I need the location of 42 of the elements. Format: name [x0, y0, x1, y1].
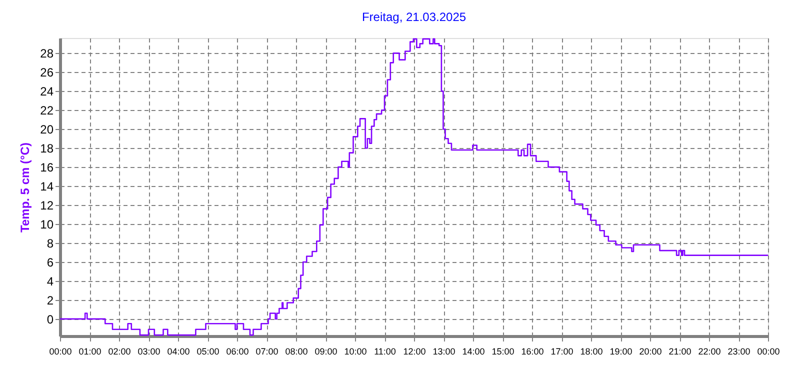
x-tick-label: 10:00	[344, 346, 367, 356]
x-tick-label: 23:00	[728, 346, 750, 356]
y-tick-label: 24	[40, 84, 54, 99]
x-tick-label: 11:00	[374, 346, 396, 356]
y-tick-label: 6	[46, 255, 54, 270]
x-tick-label: 18:00	[580, 346, 603, 356]
y-tick-label: 2	[46, 293, 54, 308]
x-tick-label: 05:00	[196, 346, 220, 356]
y-tick-label: 10	[40, 218, 54, 232]
x-tick-label: 14:00	[462, 346, 485, 356]
x-tick-label: 12:00	[403, 346, 426, 356]
y-tick-label: 28	[40, 46, 54, 61]
y-tick-label: 20	[40, 122, 54, 137]
y-tick-label: 22	[40, 104, 54, 118]
chart-title: Freitag, 21.03.2025	[362, 10, 466, 24]
x-tick-label: 19:00	[610, 346, 632, 356]
y-tick-label: 16	[40, 160, 54, 175]
x-tick-label: 22:00	[698, 346, 721, 356]
x-tick-label: 13:00	[432, 346, 456, 356]
y-tick-label: 8	[46, 236, 54, 250]
x-tick-label: 15:00	[492, 346, 514, 356]
x-tick-label: 00:00	[757, 346, 780, 356]
y-tick-label: 14	[40, 180, 54, 194]
y-axis-title: Temp. 5 cm (°C)	[18, 142, 32, 232]
x-tick-label: 07:00	[256, 346, 278, 356]
x-tick-label: 03:00	[138, 346, 160, 356]
y-tick-label: 26	[40, 66, 54, 80]
x-tick-label: 02:00	[108, 346, 131, 356]
x-tick-label: 06:00	[226, 346, 249, 356]
y-tick-label: 0	[46, 312, 54, 326]
x-tick-label: 21:00	[668, 346, 692, 356]
x-tick-label: 09:00	[314, 346, 338, 356]
x-tick-label: 00:00	[49, 346, 72, 356]
x-tick-label: 08:00	[285, 346, 308, 356]
y-tick-label: 18	[40, 142, 54, 156]
y-tick-label: 12	[40, 198, 54, 213]
x-tick-label: 16:00	[521, 346, 544, 356]
x-tick-label: 04:00	[167, 346, 190, 356]
y-tick-label: 4	[46, 274, 54, 288]
x-tick-label: 01:00	[78, 346, 102, 356]
x-tick-label: 17:00	[550, 346, 574, 356]
x-tick-label: 20:00	[639, 346, 662, 356]
